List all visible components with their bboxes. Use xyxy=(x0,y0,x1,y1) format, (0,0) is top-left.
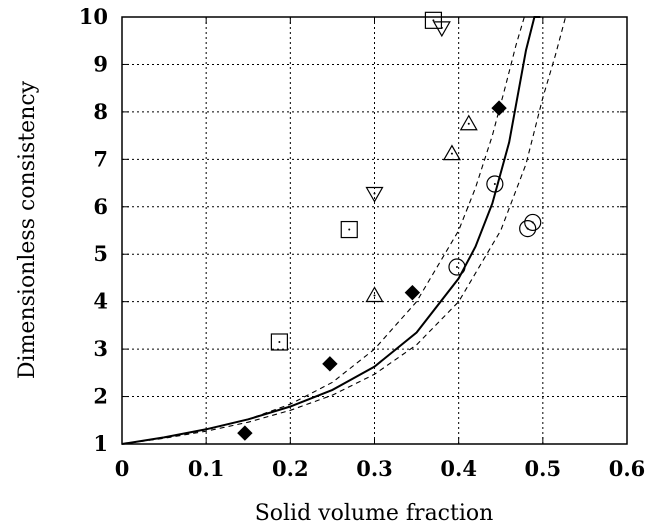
data-point-triangle-up xyxy=(459,114,478,131)
x-tick-label: 0.2 xyxy=(272,456,309,481)
y-tick-label: 1 xyxy=(93,431,108,456)
y-tick-labels: 1 2 3 4 5 6 7 8 9 10 xyxy=(79,4,108,456)
y-tick-label: 10 xyxy=(79,4,108,29)
data-point-diamond-filled xyxy=(491,100,507,116)
x-tick-label: 0.6 xyxy=(609,456,646,481)
x-tick-labels: 0 0.1 0.2 0.3 0.4 0.5 0.6 xyxy=(115,456,646,481)
dashed-bound-curve xyxy=(121,16,525,445)
y-tick-label: 4 xyxy=(93,289,108,314)
solid-model-curve xyxy=(121,16,541,445)
x-tick-label: 0.1 xyxy=(188,456,225,481)
dashed-bound-curve xyxy=(121,16,567,445)
data-point-triangle-up xyxy=(442,144,461,161)
data-point-circle xyxy=(448,258,466,276)
x-tick-label: 0 xyxy=(115,456,130,481)
data-point-diamond-filled xyxy=(322,356,338,372)
x-axis-label: Solid volume fraction xyxy=(255,501,494,526)
grid-lines xyxy=(121,16,628,445)
y-tick-label: 2 xyxy=(93,384,108,409)
data-point-square xyxy=(270,333,288,351)
data-point-diamond-filled xyxy=(237,425,253,441)
y-tick-label: 8 xyxy=(93,99,108,124)
data-point-triangle-down xyxy=(365,186,384,203)
y-tick-label: 7 xyxy=(93,146,108,171)
data-point-square xyxy=(424,11,443,29)
y-tick-label: 6 xyxy=(93,194,108,219)
y-axis-label: Dimensionless consistency xyxy=(15,80,40,379)
y-tick-label: 9 xyxy=(93,51,108,76)
data-point-circle xyxy=(524,213,542,232)
plot-frame xyxy=(121,16,628,445)
x-tick-label: 0.3 xyxy=(356,456,393,481)
x-tick-label: 0.5 xyxy=(525,456,562,481)
x-tick-label: 0.4 xyxy=(440,456,477,481)
data-point-square xyxy=(340,220,358,239)
y-tick-label: 3 xyxy=(93,336,108,361)
data-point-triangle-down xyxy=(432,21,451,38)
data-markers xyxy=(237,11,542,441)
data-point-triangle-up xyxy=(365,286,384,303)
y-tick-label: 5 xyxy=(93,241,108,266)
data-point-diamond-filled xyxy=(404,284,421,301)
fit-curves xyxy=(121,16,567,445)
data-point-circle xyxy=(486,175,504,193)
